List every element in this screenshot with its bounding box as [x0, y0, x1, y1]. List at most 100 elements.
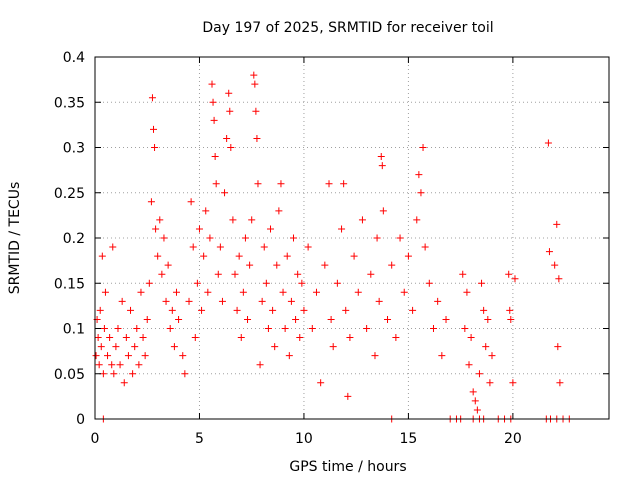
y-tick-label: 0.1	[63, 322, 85, 338]
data-point	[94, 334, 102, 342]
data-point	[419, 144, 427, 151]
x-tick-label: 5	[195, 431, 204, 447]
data-point	[235, 252, 243, 260]
data-point	[198, 306, 206, 314]
data-point	[100, 325, 108, 332]
data-point	[218, 297, 226, 305]
data-point	[139, 334, 147, 342]
data-point	[415, 171, 423, 179]
x-tick-label: 15	[400, 431, 418, 447]
data-point	[396, 234, 404, 242]
data-point	[145, 279, 153, 287]
data-point	[421, 243, 429, 251]
data-point	[156, 216, 164, 224]
data-point	[358, 216, 366, 224]
data-point	[264, 325, 272, 332]
data-point	[151, 144, 159, 151]
data-point	[289, 234, 297, 242]
data-point	[425, 279, 433, 287]
data-point	[172, 288, 180, 296]
data-point	[482, 343, 490, 351]
data-point	[556, 379, 564, 387]
data-point	[338, 225, 346, 233]
data-point	[133, 325, 141, 332]
data-point	[281, 325, 289, 332]
data-point	[127, 306, 135, 314]
data-point	[363, 325, 371, 332]
data-point	[101, 288, 109, 296]
data-point	[221, 189, 229, 197]
data-point	[239, 288, 247, 296]
data-point	[229, 216, 237, 224]
data-point	[195, 225, 203, 233]
data-point	[204, 288, 212, 296]
data-point	[141, 352, 149, 360]
data-point	[545, 248, 553, 256]
data-point	[473, 406, 481, 414]
data-point	[511, 275, 519, 283]
data-point	[480, 306, 488, 314]
data-point	[269, 306, 277, 314]
data-point	[160, 234, 168, 242]
data-point	[210, 116, 218, 124]
data-point	[189, 243, 197, 251]
data-point	[292, 315, 300, 323]
data-point	[287, 297, 295, 305]
data-point	[143, 315, 151, 323]
data-point	[120, 379, 128, 387]
data-point	[150, 125, 158, 133]
tick-layer: 0 0.05 0.1 0.15 0.2 0.25 0.3 0.35 0.4 0 5 10 15 20	[54, 50, 609, 447]
data-point	[154, 252, 162, 260]
data-point	[124, 352, 132, 360]
data-point	[223, 134, 231, 142]
data-point	[164, 261, 172, 269]
x-tick-label: 20	[504, 431, 522, 447]
y-tick-label: 0.15	[54, 276, 85, 292]
data-point	[379, 207, 387, 215]
data-point	[246, 261, 254, 269]
data-point	[148, 94, 156, 102]
data-point	[384, 315, 392, 323]
data-point	[478, 279, 486, 287]
data-point	[129, 370, 137, 378]
data-point	[354, 288, 362, 296]
data-point	[147, 198, 155, 206]
x-tick-label: 0	[91, 431, 100, 447]
data-point	[442, 315, 450, 323]
data-point	[371, 352, 379, 360]
data-point	[193, 279, 201, 287]
data-point	[312, 288, 320, 296]
data-point	[544, 139, 552, 147]
data-point	[506, 306, 514, 314]
data-point	[108, 361, 116, 369]
data-point	[285, 352, 293, 360]
data-point	[226, 107, 234, 115]
data-point	[92, 352, 100, 360]
y-axis-label: SRMTID / TECUs	[7, 182, 23, 295]
data-point	[505, 270, 513, 278]
data-point	[162, 297, 170, 305]
y-tick-label: 0	[76, 412, 85, 428]
data-point	[244, 315, 252, 323]
data-point	[507, 315, 515, 323]
data-point	[254, 180, 262, 188]
data-point	[277, 180, 285, 188]
data-point	[104, 352, 112, 360]
data-point	[554, 343, 562, 351]
data-point	[253, 134, 261, 142]
data-point	[413, 216, 421, 224]
data-point	[216, 243, 224, 251]
data-point	[298, 279, 306, 287]
x-axis-label: GPS time / hours	[289, 459, 406, 475]
y-tick-label: 0.25	[54, 186, 85, 202]
data-point	[209, 98, 217, 106]
y-tick-label: 0.2	[63, 231, 85, 247]
data-point	[170, 343, 178, 351]
data-point	[346, 334, 354, 342]
data-point	[267, 225, 275, 233]
data-point	[475, 370, 483, 378]
data-point	[294, 270, 302, 278]
data-point	[97, 343, 105, 351]
data-point	[555, 275, 563, 283]
